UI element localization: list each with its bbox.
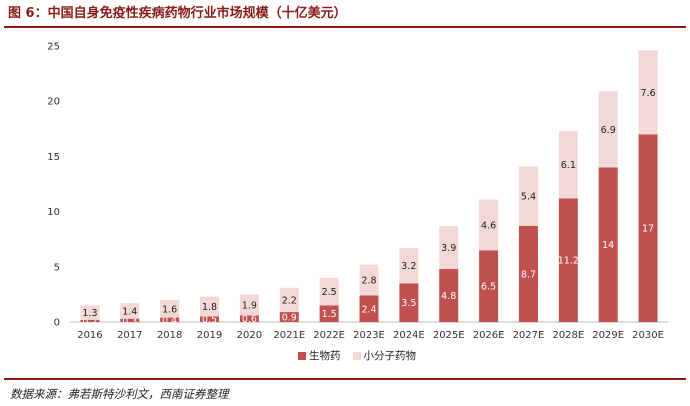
x-tick-label: 2016 — [77, 330, 102, 341]
legend-item-biologic: 生物药 — [298, 348, 341, 363]
bar-biologic — [439, 269, 459, 322]
data-label-small-molecule: 1.9 — [242, 300, 257, 311]
y-tick-label: 5 — [54, 262, 60, 273]
x-tick-label: 2025E — [433, 330, 465, 341]
bar-small-molecule — [558, 131, 578, 199]
bar-biologic — [518, 225, 538, 322]
x-tick-label: 2029E — [592, 330, 624, 341]
data-label-biologic: 1.5 — [322, 309, 337, 320]
bar-small-molecule — [439, 225, 459, 270]
x-tick-label: 2021E — [273, 330, 305, 341]
data-label-biologic: 2.4 — [361, 304, 376, 315]
bar-biologic — [239, 315, 259, 322]
x-tick-label: 2020 — [237, 330, 262, 341]
legend: 生物药 小分子药物 — [298, 348, 416, 363]
bar-biologic — [638, 134, 658, 322]
data-label-biologic: 0.3 — [122, 316, 137, 327]
bar-small-molecule — [200, 296, 220, 317]
x-tick-label: 2019 — [197, 330, 222, 341]
bar-small-molecule — [279, 287, 299, 313]
data-label-biologic: 0.4 — [162, 315, 177, 326]
bar-biologic — [279, 312, 299, 322]
data-label-small-molecule: 2.2 — [282, 295, 297, 306]
data-label-biologic: 3.5 — [401, 298, 416, 309]
bar-small-molecule — [120, 303, 140, 319]
bar-biologic — [359, 295, 379, 322]
bar-small-molecule — [319, 277, 339, 306]
bar-biologic — [80, 319, 100, 322]
y-tick-label: 20 — [47, 97, 60, 108]
bar-small-molecule — [239, 294, 259, 316]
data-label-biologic: 11.2 — [558, 256, 579, 267]
legend-label-small-molecule: 小分子药物 — [363, 350, 417, 362]
data-label-biologic: 8.7 — [521, 269, 536, 280]
data-label-biologic: 0.9 — [282, 313, 297, 324]
legend-item-small-molecule: 小分子药物 — [352, 348, 417, 363]
bar-biologic — [479, 250, 499, 322]
bar-small-molecule — [80, 305, 100, 320]
data-label-small-molecule: 2.8 — [361, 276, 376, 287]
bar-biologic — [558, 198, 578, 322]
data-label-biologic: 0.5 — [202, 315, 217, 326]
data-label-biologic: 6.5 — [481, 282, 496, 293]
legend-swatch-small-molecule — [352, 351, 361, 360]
bar-biologic — [120, 318, 140, 322]
stacked-bar-chart: 0 5 10 15 20 25 0.21.3 2016 0.31.4 2017 0.41.6 2018… — [47, 42, 668, 341]
y-tick-label: 10 — [47, 207, 60, 218]
bar-small-molecule — [479, 199, 499, 251]
data-label-small-molecule: 1.4 — [122, 306, 137, 317]
data-label-biologic: 0.6 — [242, 314, 257, 325]
x-tick-label: 2022E — [313, 330, 345, 341]
data-label-small-molecule: 6.9 — [601, 125, 616, 136]
x-tick-label: 2027E — [513, 330, 545, 341]
bar-biologic — [160, 317, 180, 322]
y-tick-label: 25 — [47, 42, 60, 53]
data-label-small-molecule: 1.8 — [202, 302, 217, 313]
data-label-biologic: 14 — [602, 240, 614, 251]
data-label-small-molecule: 1.3 — [82, 308, 97, 319]
bar-small-molecule — [638, 50, 658, 135]
data-label-small-molecule: 5.4 — [521, 192, 536, 203]
x-tick-label: 2030E — [632, 330, 664, 341]
source-bar: 数据来源：弗若斯特沙利文，西南证券整理 — [4, 378, 686, 402]
x-tick-label: 2024E — [393, 330, 425, 341]
data-label-small-molecule: 4.6 — [481, 220, 496, 231]
x-tick-label: 2026E — [473, 330, 505, 341]
bar-biologic — [200, 316, 220, 322]
bar-biologic — [399, 283, 419, 322]
bar-small-molecule — [518, 166, 538, 226]
x-tick-label: 2017 — [117, 330, 142, 341]
chart-title: 图 6：中国自身免疫性疾病药物行业市场规模（十亿美元） — [8, 6, 347, 21]
x-tick-label: 2028E — [552, 330, 584, 341]
bar-biologic — [598, 167, 618, 322]
data-label-small-molecule: 2.5 — [322, 287, 337, 298]
x-tick-label: 2018 — [157, 330, 182, 341]
data-label-biologic: 4.8 — [441, 291, 456, 302]
y-tick-label: 0 — [54, 318, 60, 329]
x-tick-label: 2023E — [353, 330, 385, 341]
data-label-small-molecule: 6.1 — [561, 160, 576, 171]
bar-small-molecule — [598, 91, 618, 168]
data-label-small-molecule: 1.6 — [162, 304, 177, 315]
data-label-biologic: 0.2 — [82, 316, 97, 327]
source-note: 数据来源：弗若斯特沙利文，西南证券整理 — [10, 387, 229, 401]
legend-swatch-biologic — [298, 351, 306, 360]
bar-small-molecule — [359, 264, 379, 296]
bar-small-molecule — [399, 248, 419, 284]
legend-label-biologic: 生物药 — [309, 350, 341, 362]
title-bar: 图 6：中国自身免疫性疾病药物行业市场规模（十亿美元） — [4, 4, 686, 28]
data-label-biologic: 17 — [642, 224, 654, 235]
data-label-small-molecule: 3.9 — [441, 243, 456, 254]
bar-biologic — [319, 305, 339, 322]
data-label-small-molecule: 7.6 — [641, 88, 656, 99]
bar-small-molecule — [160, 299, 180, 318]
data-label-small-molecule: 3.2 — [401, 261, 416, 272]
y-tick-label: 15 — [47, 152, 60, 163]
